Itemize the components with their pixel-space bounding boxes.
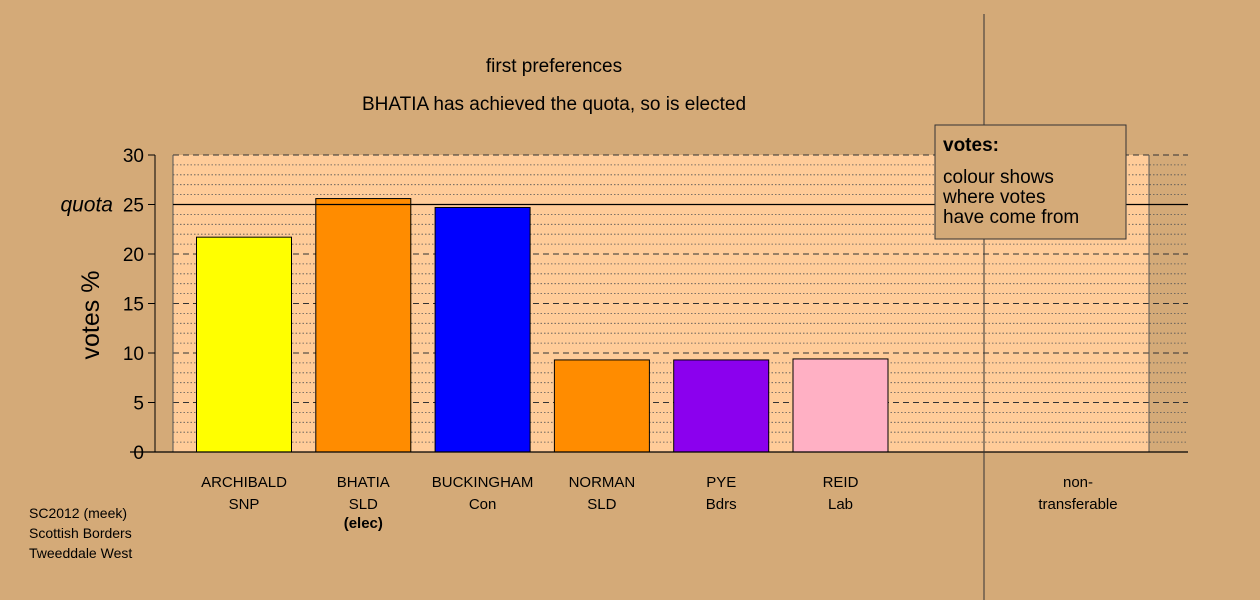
legend: votes: colour shows where votes have com… (934, 124, 1127, 240)
y-tick-label: 5 (133, 394, 144, 415)
footer-line-council: Scottish Borders (29, 525, 132, 541)
x-label-note: (elec) (344, 515, 383, 532)
y-tick-label: 20 (123, 245, 144, 266)
legend-line-3: have come from (943, 207, 1079, 228)
bar-pye (673, 359, 770, 453)
nontransferable-line1: non- (1063, 474, 1093, 491)
legend-line-2: where votes (942, 187, 1045, 208)
y-tick-label: 0 (133, 443, 144, 464)
nontransferable-label: non- transferable (1038, 474, 1117, 513)
nontransferable-line2: transferable (1038, 496, 1117, 513)
y-axis-label: votes % (77, 271, 105, 360)
y-tick-label: 10 (123, 344, 144, 365)
quota-label: quota (60, 194, 113, 217)
legend-box (934, 124, 1127, 240)
legend-title: votes: (943, 135, 999, 156)
x-label-party: SLD (587, 496, 616, 513)
footer-line-election: SC2012 (meek) (29, 505, 128, 521)
legend-line-1: colour shows (943, 167, 1054, 188)
x-label-party: Lab (828, 496, 853, 513)
bar-bhatia (315, 198, 412, 453)
x-label-name: NORMAN (569, 474, 636, 491)
footer-info: SC2012 (meek) Scottish Borders Tweeddale… (29, 503, 132, 563)
chart-subtitle: BHATIA has achieved the quota, so is ele… (362, 94, 746, 115)
x-label-name: BHATIA (337, 474, 390, 491)
y-tick-label: 15 (123, 295, 144, 316)
x-label-name: ARCHIBALD (201, 474, 287, 491)
bar-norman (553, 359, 650, 453)
bar-reid (792, 358, 889, 453)
x-label-party: SLD (349, 496, 378, 513)
chart-title: first preferences (486, 56, 622, 77)
x-label-name: REID (823, 474, 859, 491)
y-tick-label: 30 (123, 146, 144, 167)
x-label-name: BUCKINGHAM (432, 474, 534, 491)
x-label-party: Bdrs (706, 496, 737, 513)
x-axis-labels: ARCHIBALD SNP BHATIA SLD (elec) BUCKINGHAM Con… (201, 474, 859, 532)
y-tick-label: 25 (123, 196, 144, 217)
x-label-name: PYE (706, 474, 736, 491)
bar-archibald (196, 236, 292, 453)
bar-buckingham (434, 206, 531, 453)
x-label-party: Con (469, 496, 497, 513)
x-label-party: SNP (229, 496, 260, 513)
footer-line-ward: Tweeddale West (29, 545, 133, 561)
